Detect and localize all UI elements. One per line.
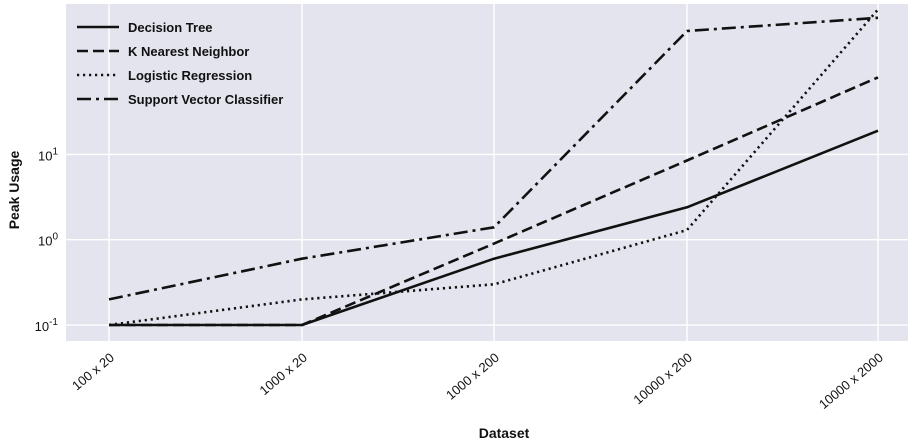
x-tick-label-4: 10000 x 2000 [816, 350, 886, 412]
x-axis-ticks: 100 x 20 1000 x 20 1000 x 200 10000 x 200 10… [69, 350, 886, 412]
y-axis-title: Peak Usage [6, 150, 22, 229]
series-lines [108, 8, 879, 327]
series-line-2 [108, 8, 879, 327]
x-axis-title: Dataset [479, 425, 530, 441]
plot-area [66, 4, 908, 341]
x-tick-label-3: 10000 x 200 [630, 350, 694, 408]
legend-label-0: Decision Tree [128, 20, 213, 35]
x-tick-label-2: 1000 x 200 [443, 350, 502, 403]
legend-label-2: Logistic Regression [128, 68, 252, 83]
y-tick-label-0: 10-1 [35, 317, 59, 334]
series-line-3 [108, 16, 879, 301]
x-tick-label-1: 1000 x 20 [257, 350, 310, 398]
series-line-1 [109, 76, 879, 327]
y-axis-ticks: 10-1 100 101 [35, 146, 59, 334]
y-tick-label-1: 100 [38, 232, 58, 249]
legend-label-1: K Nearest Neighbor [128, 44, 249, 59]
legend-label-3: Support Vector Classifier [128, 92, 283, 107]
legend: Decision Tree K Nearest Neighbor Logistic … [77, 20, 283, 107]
x-tick-label-0: 100 x 20 [69, 350, 117, 394]
y-tick-label-2: 101 [38, 146, 58, 163]
